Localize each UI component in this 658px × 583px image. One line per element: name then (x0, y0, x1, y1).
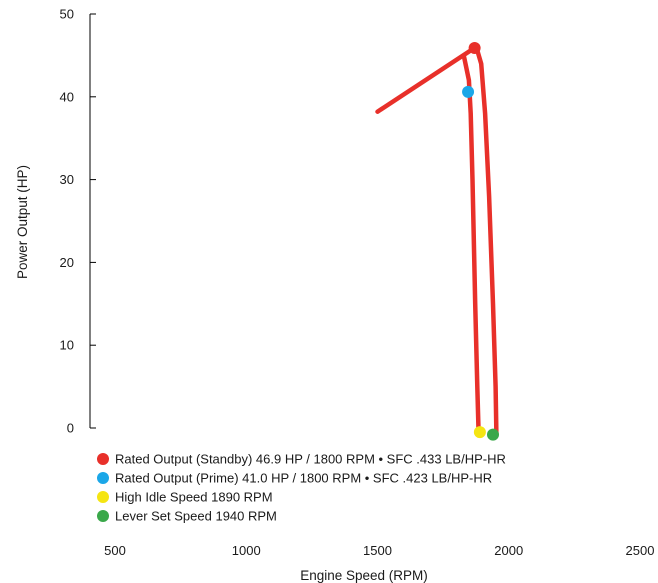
y-axis-title: Power Output (HP) (15, 165, 30, 279)
series-line-2 (461, 54, 481, 436)
y-tick-label: 40 (60, 89, 74, 104)
legend-swatch-2 (97, 472, 109, 484)
x-tick-label: 2000 (494, 543, 523, 558)
x-tick-label: 500 (104, 543, 126, 558)
x-tick-label: 1000 (232, 543, 261, 558)
legend: Rated Output (Standby) 46.9 HP / 1800 RP… (97, 452, 506, 524)
x-tick-label: 1500 (363, 543, 392, 558)
x-tick-label: 2500 (626, 543, 655, 558)
axes: 0 10 20 30 40 50 500 1000 1500 2000 2500 Engine Spe… (15, 7, 654, 583)
y-tick-label: 0 (67, 421, 74, 436)
legend-swatch-4 (97, 510, 109, 522)
marker-point-4 (487, 428, 499, 441)
y-tick-label: 50 (60, 7, 74, 22)
marker-point-2 (462, 85, 475, 98)
markers-layer (462, 41, 499, 441)
marker-point-3 (473, 426, 486, 439)
legend-swatch-1 (97, 453, 109, 465)
y-tick-label: 10 (60, 338, 74, 353)
x-axis-title: Engine Speed (RPM) (300, 568, 428, 583)
y-tick-label: 30 (60, 172, 74, 187)
legend-label-2: Rated Output (Prime) 41.0 HP / 1800 RPM … (115, 471, 492, 486)
marker-point-1 (468, 41, 481, 54)
legend-label-1: Rated Output (Standby) 46.9 HP / 1800 RP… (115, 452, 506, 467)
legend-swatch-3 (97, 491, 109, 503)
y-tick-label: 20 (60, 255, 74, 270)
legend-label-3: High Idle Speed 1890 RPM (115, 490, 273, 505)
legend-label-4: Lever Set Speed 1940 RPM (115, 509, 277, 524)
series-layer (375, 45, 499, 437)
